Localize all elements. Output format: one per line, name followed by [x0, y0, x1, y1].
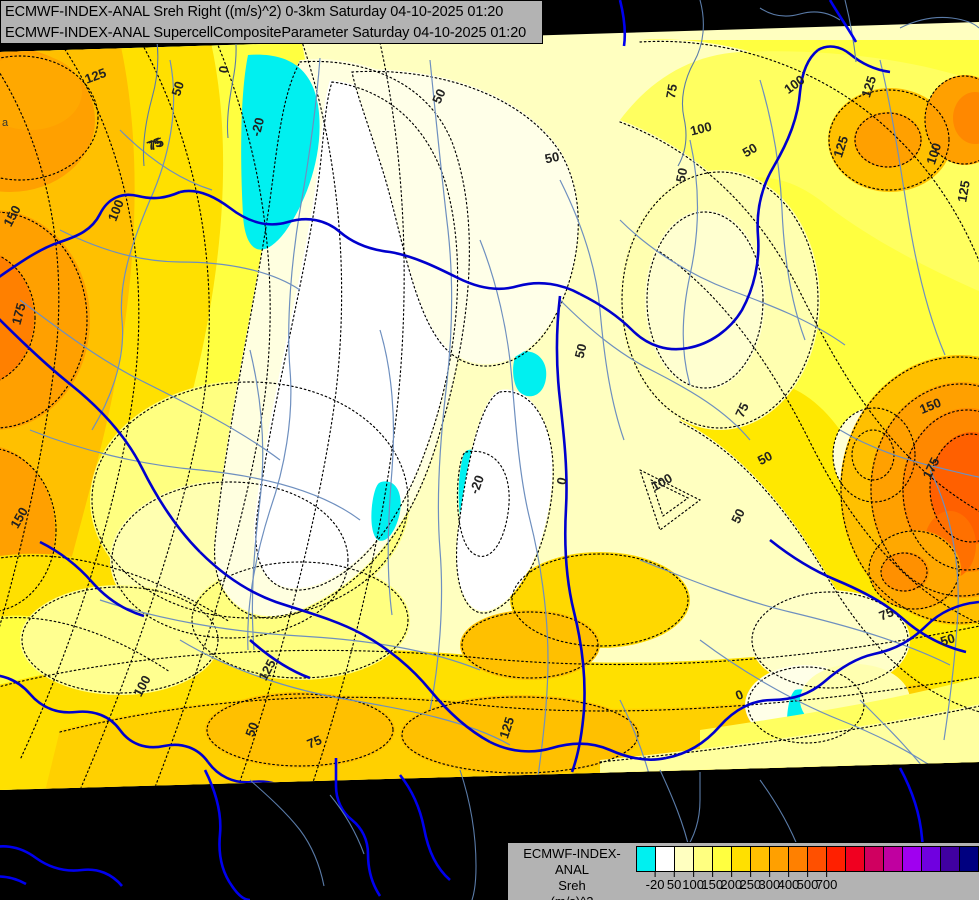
- colorbar-swatch: [789, 847, 808, 871]
- colorbar-swatch: [675, 847, 694, 871]
- title-line-2: ECMWF-INDEX-ANAL SupercellCompositeParam…: [5, 25, 527, 41]
- colorbar-swatch: [846, 847, 865, 871]
- colorbar-tick-label: 150: [701, 877, 724, 892]
- colorbar-tick-mark: [806, 872, 808, 877]
- contour-label: 50: [740, 140, 760, 160]
- contour-label: 100: [689, 119, 714, 139]
- colorbar-tick: -20: [645, 872, 665, 892]
- colorbar-swatch: [770, 847, 789, 871]
- legend-colorbar-area: -20 50 100 150 200 250 300 400 500 700: [636, 843, 979, 894]
- colorbar-swatch: [637, 847, 656, 871]
- contour-label: 75: [732, 400, 752, 420]
- contour-label: 125: [858, 74, 879, 99]
- colorbar-tick-mark: [826, 872, 828, 877]
- colorbar-swatch: [656, 847, 675, 871]
- colorbar-tick-label: 300: [758, 877, 781, 892]
- colorbar-tick-label: 50: [666, 877, 682, 892]
- colorbar-swatch: [922, 847, 941, 871]
- contour-label: -20: [467, 473, 488, 496]
- contour-label: 75: [663, 83, 680, 100]
- contour-label: 75: [877, 604, 896, 623]
- colorbar-tick-mark: [730, 872, 732, 877]
- contour-label: 50: [168, 79, 187, 97]
- colorbar-swatch: [732, 847, 751, 871]
- contour-label: 50: [755, 448, 775, 468]
- colorbar-tick-mark: [768, 872, 770, 877]
- outside-borders-top: [618, 0, 858, 47]
- contour-label: 125: [954, 179, 973, 203]
- colorbar-tick: 250: [739, 872, 761, 892]
- contour-label: 125: [496, 715, 517, 740]
- colorbar-swatch: [751, 847, 770, 871]
- colorbar-swatch: [884, 847, 903, 871]
- colorbar-tick: 700: [815, 872, 838, 892]
- outside-borders: [0, 758, 942, 900]
- contour-label: 75: [147, 134, 166, 153]
- colorbar-tick-label: 700: [815, 877, 838, 892]
- colorbar-tick: 400: [777, 872, 800, 892]
- colorbar-tick: 200: [720, 872, 742, 892]
- colorbar-tick-mark: [692, 872, 694, 877]
- place-label: a: [2, 117, 9, 129]
- colorbar-tick-label: 400: [777, 877, 800, 892]
- contour-label: 0: [554, 476, 570, 486]
- colorbar-tick: 150: [701, 872, 723, 892]
- contour-label: 125: [83, 65, 109, 87]
- colorbar-swatch: [827, 847, 846, 871]
- colorbar-tick-label: 200: [720, 877, 743, 892]
- contour-label: 50: [242, 720, 261, 739]
- colorbar-swatch: [694, 847, 713, 871]
- contour-label: 50: [673, 166, 691, 183]
- colorbar-tick-mark: [673, 872, 675, 877]
- contour-label: 50: [938, 630, 956, 649]
- title-box: ECMWF-INDEX-ANAL Sreh Right ((m/s)^2) 0-…: [0, 0, 543, 44]
- legend-units: (m/s)^2: [508, 894, 636, 900]
- title-line-1: ECMWF-INDEX-ANAL Sreh Right ((m/s)^2) 0-…: [5, 4, 504, 20]
- contour-label: -20: [248, 116, 267, 138]
- legend-model: ECMWF-INDEX-ANAL: [523, 846, 621, 877]
- colorbar-swatch: [960, 847, 978, 871]
- colorbar-tick-label: 250: [739, 877, 762, 892]
- legend-box: ECMWF-INDEX-ANAL Sreh (m/s)^2 -205010015…: [507, 842, 979, 900]
- colorbar-ticks: -20 50 100 150 200 250 300 400 500 700: [636, 872, 979, 894]
- colorbar-tick-label: -20: [645, 877, 665, 892]
- contour-label: 50: [543, 149, 560, 167]
- colorbar-tick-mark: [787, 872, 789, 877]
- contour-label: 75: [145, 134, 164, 153]
- colorbar-swatch: [808, 847, 827, 871]
- colorbar-tick: 50: [667, 872, 681, 892]
- country-borders: [0, 45, 979, 790]
- colorbar-tick: 300: [758, 872, 781, 892]
- contour-label: 50: [728, 506, 748, 526]
- colorbar-swatch: [941, 847, 960, 871]
- colorbar-swatch: [713, 847, 732, 871]
- colorbar-tick-label: 500: [796, 877, 819, 892]
- contour-label: 125: [830, 134, 851, 159]
- contour-label: 0: [216, 65, 232, 74]
- contour-label: 100: [923, 141, 944, 166]
- contour-label: 75: [305, 732, 324, 751]
- contour-label: 175: [9, 301, 29, 326]
- colorbar-tick-mark: [711, 872, 713, 877]
- legend-text-block: ECMWF-INDEX-ANAL Sreh (m/s)^2: [508, 843, 636, 900]
- contour-label: 50: [429, 87, 449, 106]
- contour-label: 50: [572, 342, 590, 360]
- colorbar-tick: 500: [796, 872, 819, 892]
- colorbar-tick-mark: [654, 872, 656, 877]
- colorbar[interactable]: [636, 846, 979, 872]
- colorbar-swatch: [903, 847, 922, 871]
- colorbar-swatch: [865, 847, 884, 871]
- colorbar-tick-mark: [749, 872, 751, 877]
- legend-field: Sreh: [558, 878, 586, 893]
- colorbar-tick-label: 100: [682, 877, 705, 892]
- colorbar-tick: 100: [682, 872, 704, 892]
